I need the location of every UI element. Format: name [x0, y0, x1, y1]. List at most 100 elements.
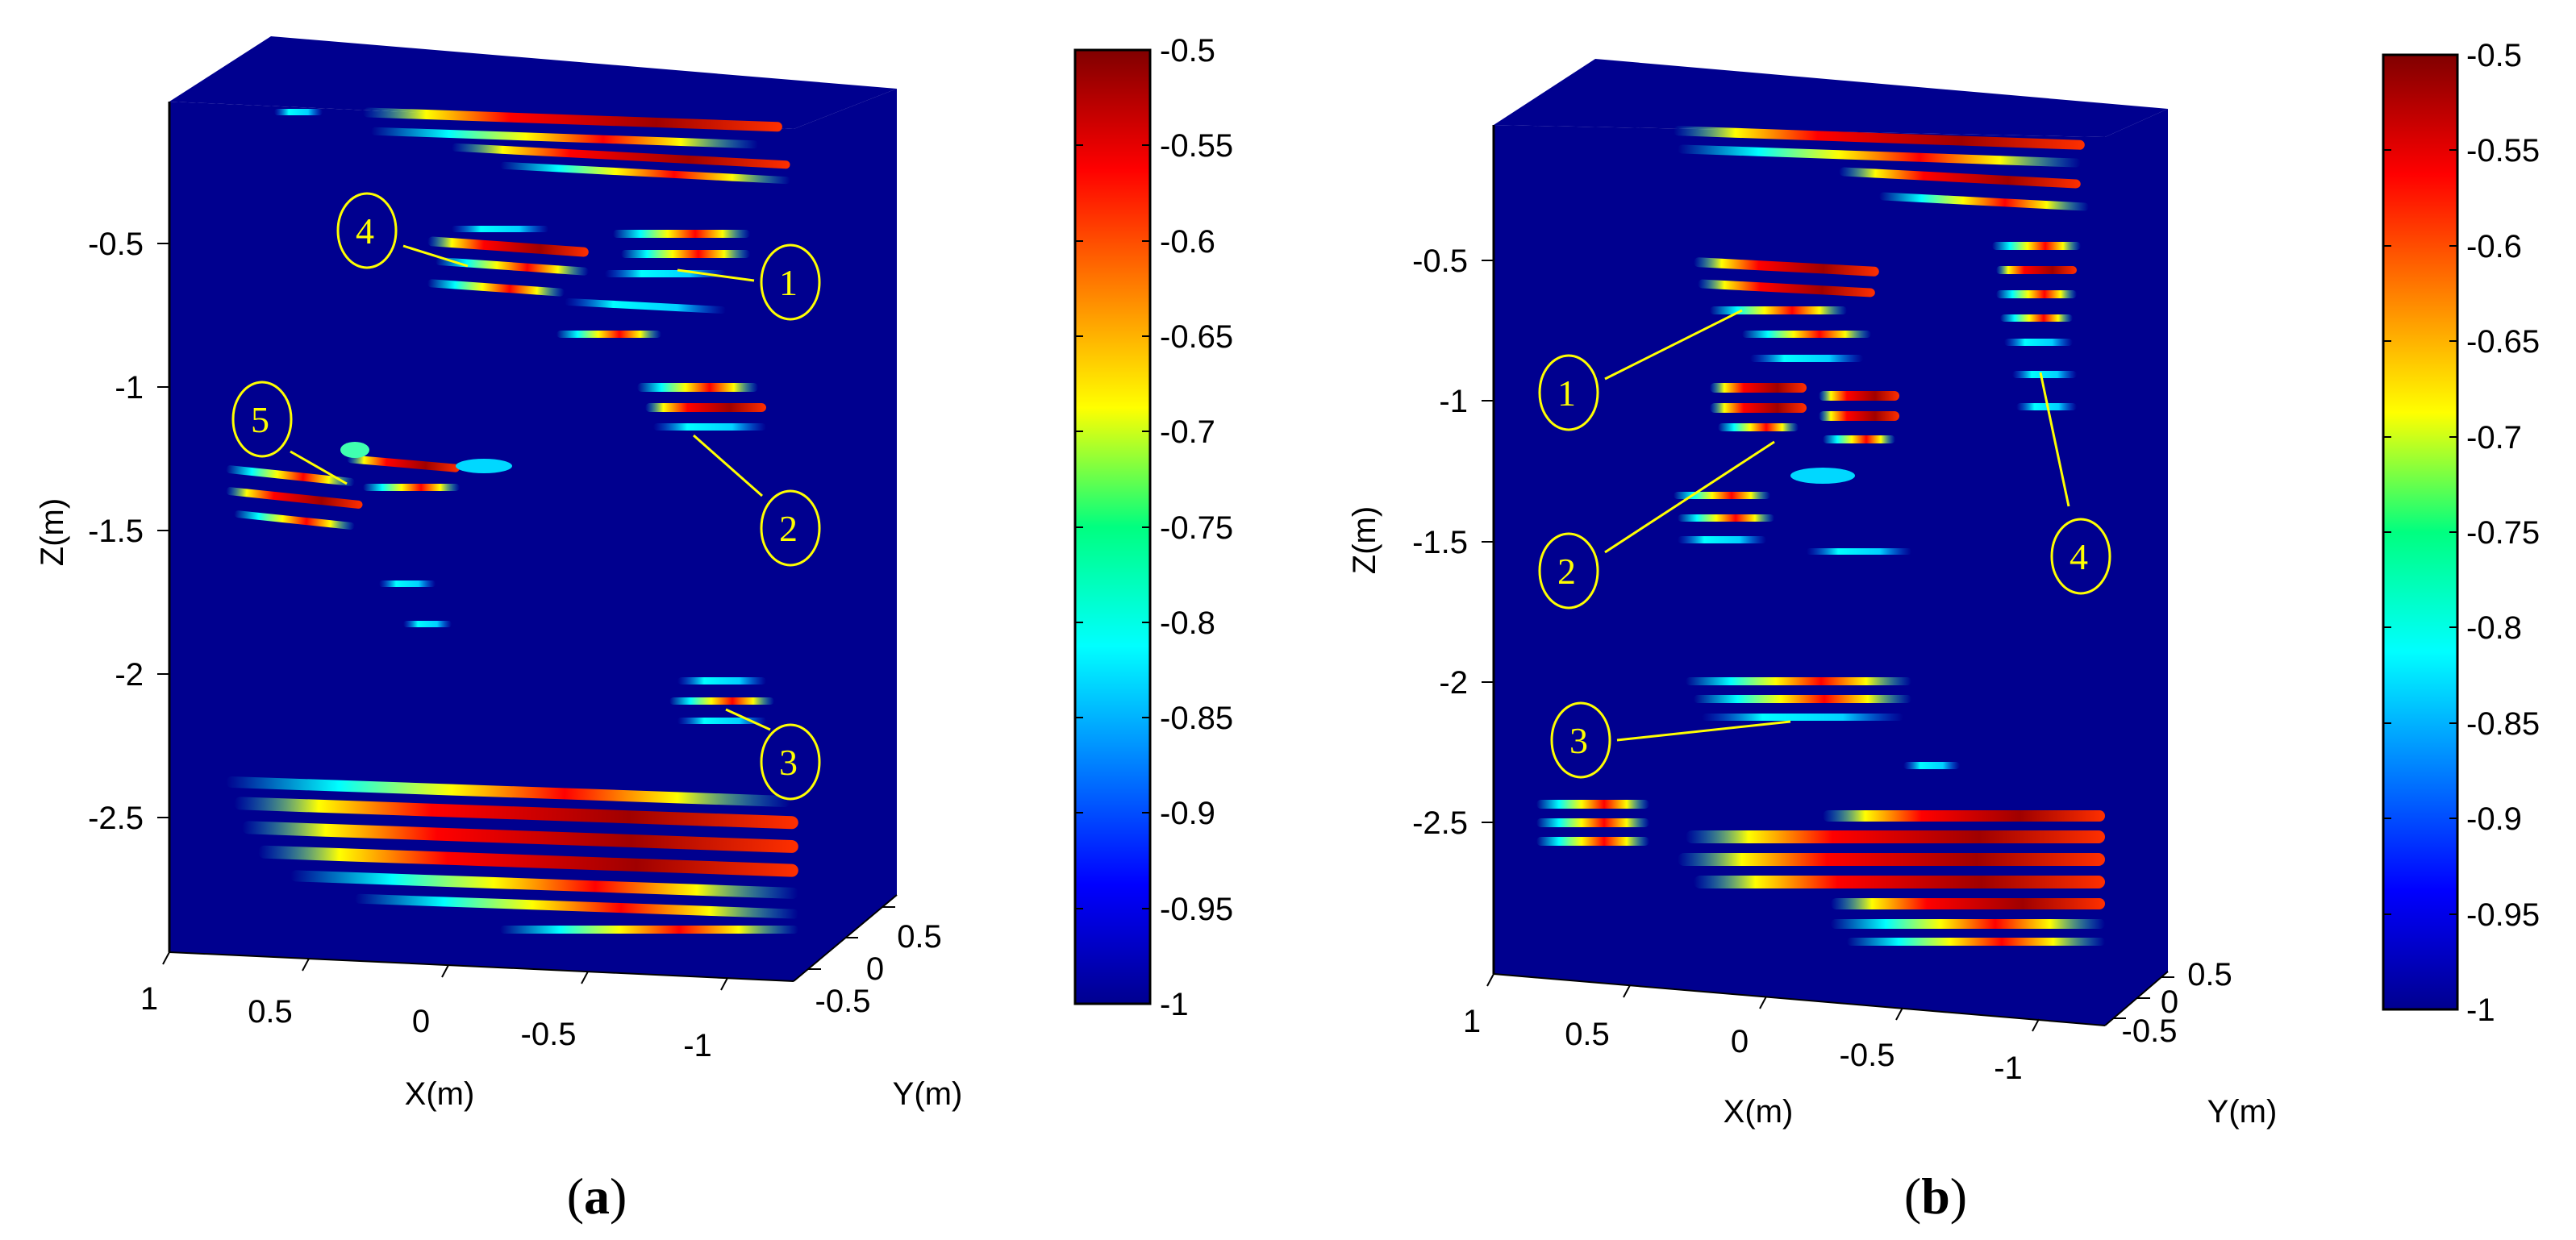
reflection-streaks: [226, 107, 798, 934]
annotation-3-label: 3: [779, 742, 798, 783]
annotation-2-circle: [760, 489, 821, 567]
z-tick: -2.5: [88, 801, 144, 836]
annotation-2-label: 2: [779, 508, 798, 549]
colorbar-tick: -0.75: [1160, 510, 1233, 546]
colorbar-tick: -0.55: [1160, 128, 1233, 164]
x-tick: 0: [412, 1004, 430, 1039]
x-axis-ticks: [1486, 973, 2040, 1032]
x-axis-line: [169, 951, 794, 982]
colorbar-tick: -0.9: [1160, 796, 1215, 831]
colorbar-tick: -0.85: [1160, 701, 1233, 736]
colorbar-tick: -0.7: [2466, 420, 2522, 456]
y-tick: -0.5: [2122, 1013, 2178, 1049]
x-axis-label: X(m): [1724, 1094, 1794, 1130]
colorbar-tick: -0.9: [2466, 801, 2522, 837]
annotation-3-label: 3: [1569, 720, 1588, 761]
annotation-1-label: 1: [1557, 372, 1576, 414]
colorbar-tick: -0.5: [2466, 38, 2522, 73]
y-tick: 0: [866, 951, 884, 987]
volume-side-face: [794, 89, 897, 981]
z-tick: -2: [1439, 665, 1468, 701]
annotation-4-circle: [2050, 518, 2111, 595]
x-tick: 0.5: [1565, 1017, 1610, 1052]
colorbar-tick: -0.7: [1160, 414, 1215, 450]
annotation-5-circle: [231, 381, 293, 458]
volume-front-face: [169, 102, 794, 981]
x-tick: -1: [683, 1028, 712, 1063]
annotation-3-circle: [1550, 701, 1611, 779]
y-axis-line: [2104, 971, 2169, 1026]
panel-b: 1 2 3 4 -0.5 -1 -1.5 -2 -2.5 Z(m) 1 0.5 …: [1347, 38, 2540, 1225]
colorbar-a-ticks: [1075, 144, 1150, 909]
z-axis-label: Z(m): [35, 498, 70, 566]
x-axis-ticks: [162, 951, 728, 991]
y-tick: 0.5: [2187, 957, 2232, 992]
colorbar-tick: -0.8: [2466, 610, 2522, 646]
colorbar-tick: -0.6: [1160, 224, 1215, 260]
colorbar-tick: -1: [2466, 992, 2495, 1028]
panel-a: 4 1 5 2 3 -0.5 -1 -1.5 -2 -2.5 Z(m) 1 0.: [35, 33, 1233, 1225]
z-tick: -1: [1439, 384, 1468, 419]
x-tick: 1: [140, 981, 158, 1017]
x-axis-label: X(m): [405, 1076, 475, 1112]
annotation-4-label: 4: [2070, 536, 2088, 577]
colorbar-tick: -0.8: [1160, 605, 1215, 641]
y-tick: -0.5: [815, 984, 871, 1019]
z-tick: -1: [115, 370, 144, 406]
y-axis-ticks: [808, 906, 895, 970]
colorbar-tick: -0.85: [2466, 706, 2540, 742]
colorbar-tick: -0.95: [2466, 897, 2540, 933]
annotations-a: [231, 192, 821, 801]
y-axis-ticks: [2113, 976, 2174, 1019]
z-axis-label: Z(m): [1347, 506, 1382, 574]
annotation-3-circle: [760, 723, 821, 801]
z-tick: -2: [115, 657, 144, 693]
volume-top-face: [1494, 59, 2168, 137]
y-axis-label: Y(m): [893, 1076, 963, 1112]
annotation-1-circle: [760, 243, 821, 321]
colorbar-tick: -0.75: [2466, 515, 2540, 551]
volume-top-face: [169, 36, 897, 129]
colorbar-tick: -0.65: [2466, 324, 2540, 360]
annotation-1-label: 1: [779, 262, 798, 303]
reflection-streaks: [1536, 126, 2105, 946]
annotations-b: [1538, 309, 2111, 779]
z-tick: -2.5: [1412, 805, 1468, 841]
colorbar-tick: -0.65: [1160, 319, 1233, 355]
z-tick: -0.5: [88, 227, 144, 262]
colorbar-tick: -0.5: [1160, 33, 1215, 69]
y-tick: 0.5: [897, 919, 942, 955]
z-axis-ticks: [157, 243, 169, 818]
annotation-2-circle: [1538, 532, 1599, 610]
x-tick: -0.5: [521, 1017, 577, 1052]
z-tick: -1.5: [88, 514, 144, 549]
colorbar-tick: -0.55: [2466, 133, 2540, 169]
x-axis-line: [1493, 973, 2106, 1026]
x-tick: 0: [1731, 1024, 1749, 1059]
caption-b: (b): [1904, 1167, 1967, 1225]
y-axis-label: Y(m): [2207, 1094, 2278, 1130]
volume-side-face: [2105, 109, 2168, 1026]
x-tick: -0.5: [1840, 1038, 1895, 1073]
annotation-5-label: 5: [251, 399, 269, 440]
x-tick: 1: [1463, 1004, 1481, 1039]
colorbar-a: [1073, 48, 1152, 1005]
z-tick: -1.5: [1412, 525, 1468, 560]
colorbar-tick: -0.95: [1160, 892, 1233, 927]
volume-front-face: [1494, 125, 2105, 1026]
z-axis-ticks: [1482, 260, 1494, 823]
x-tick: 0.5: [248, 994, 293, 1030]
annotation-1-circle: [1538, 354, 1599, 431]
colorbar-tick: -0.6: [2466, 229, 2522, 264]
caption-a: (a): [567, 1167, 627, 1225]
y-tick: 0: [2161, 984, 2178, 1020]
x-tick: -1: [1994, 1051, 2023, 1086]
annotation-4-circle: [336, 192, 398, 269]
z-tick: -0.5: [1412, 243, 1468, 279]
colorbar-tick: -1: [1160, 987, 1189, 1022]
colorbar-b-ticks: [2383, 149, 2457, 915]
colorbar-b: [2382, 53, 2459, 1011]
annotation-4-label: 4: [356, 210, 374, 252]
annotation-2-label: 2: [1557, 551, 1576, 592]
